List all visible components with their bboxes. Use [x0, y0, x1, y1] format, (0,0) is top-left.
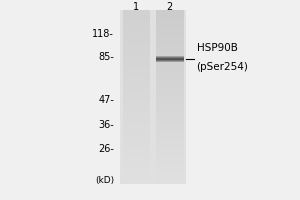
- Text: 1: 1: [134, 2, 140, 12]
- Text: 2: 2: [167, 2, 172, 12]
- Text: 118-: 118-: [92, 29, 114, 39]
- Bar: [123, 10, 150, 184]
- Text: 36-: 36-: [98, 120, 114, 130]
- Text: (kD): (kD): [95, 176, 114, 184]
- Bar: [156, 10, 183, 184]
- Text: (pSer254): (pSer254): [196, 62, 248, 72]
- Text: 85-: 85-: [98, 52, 114, 62]
- Text: 47-: 47-: [98, 95, 114, 105]
- Text: 26-: 26-: [98, 144, 114, 154]
- Text: HSP90B: HSP90B: [196, 43, 237, 53]
- Bar: [120, 10, 186, 184]
